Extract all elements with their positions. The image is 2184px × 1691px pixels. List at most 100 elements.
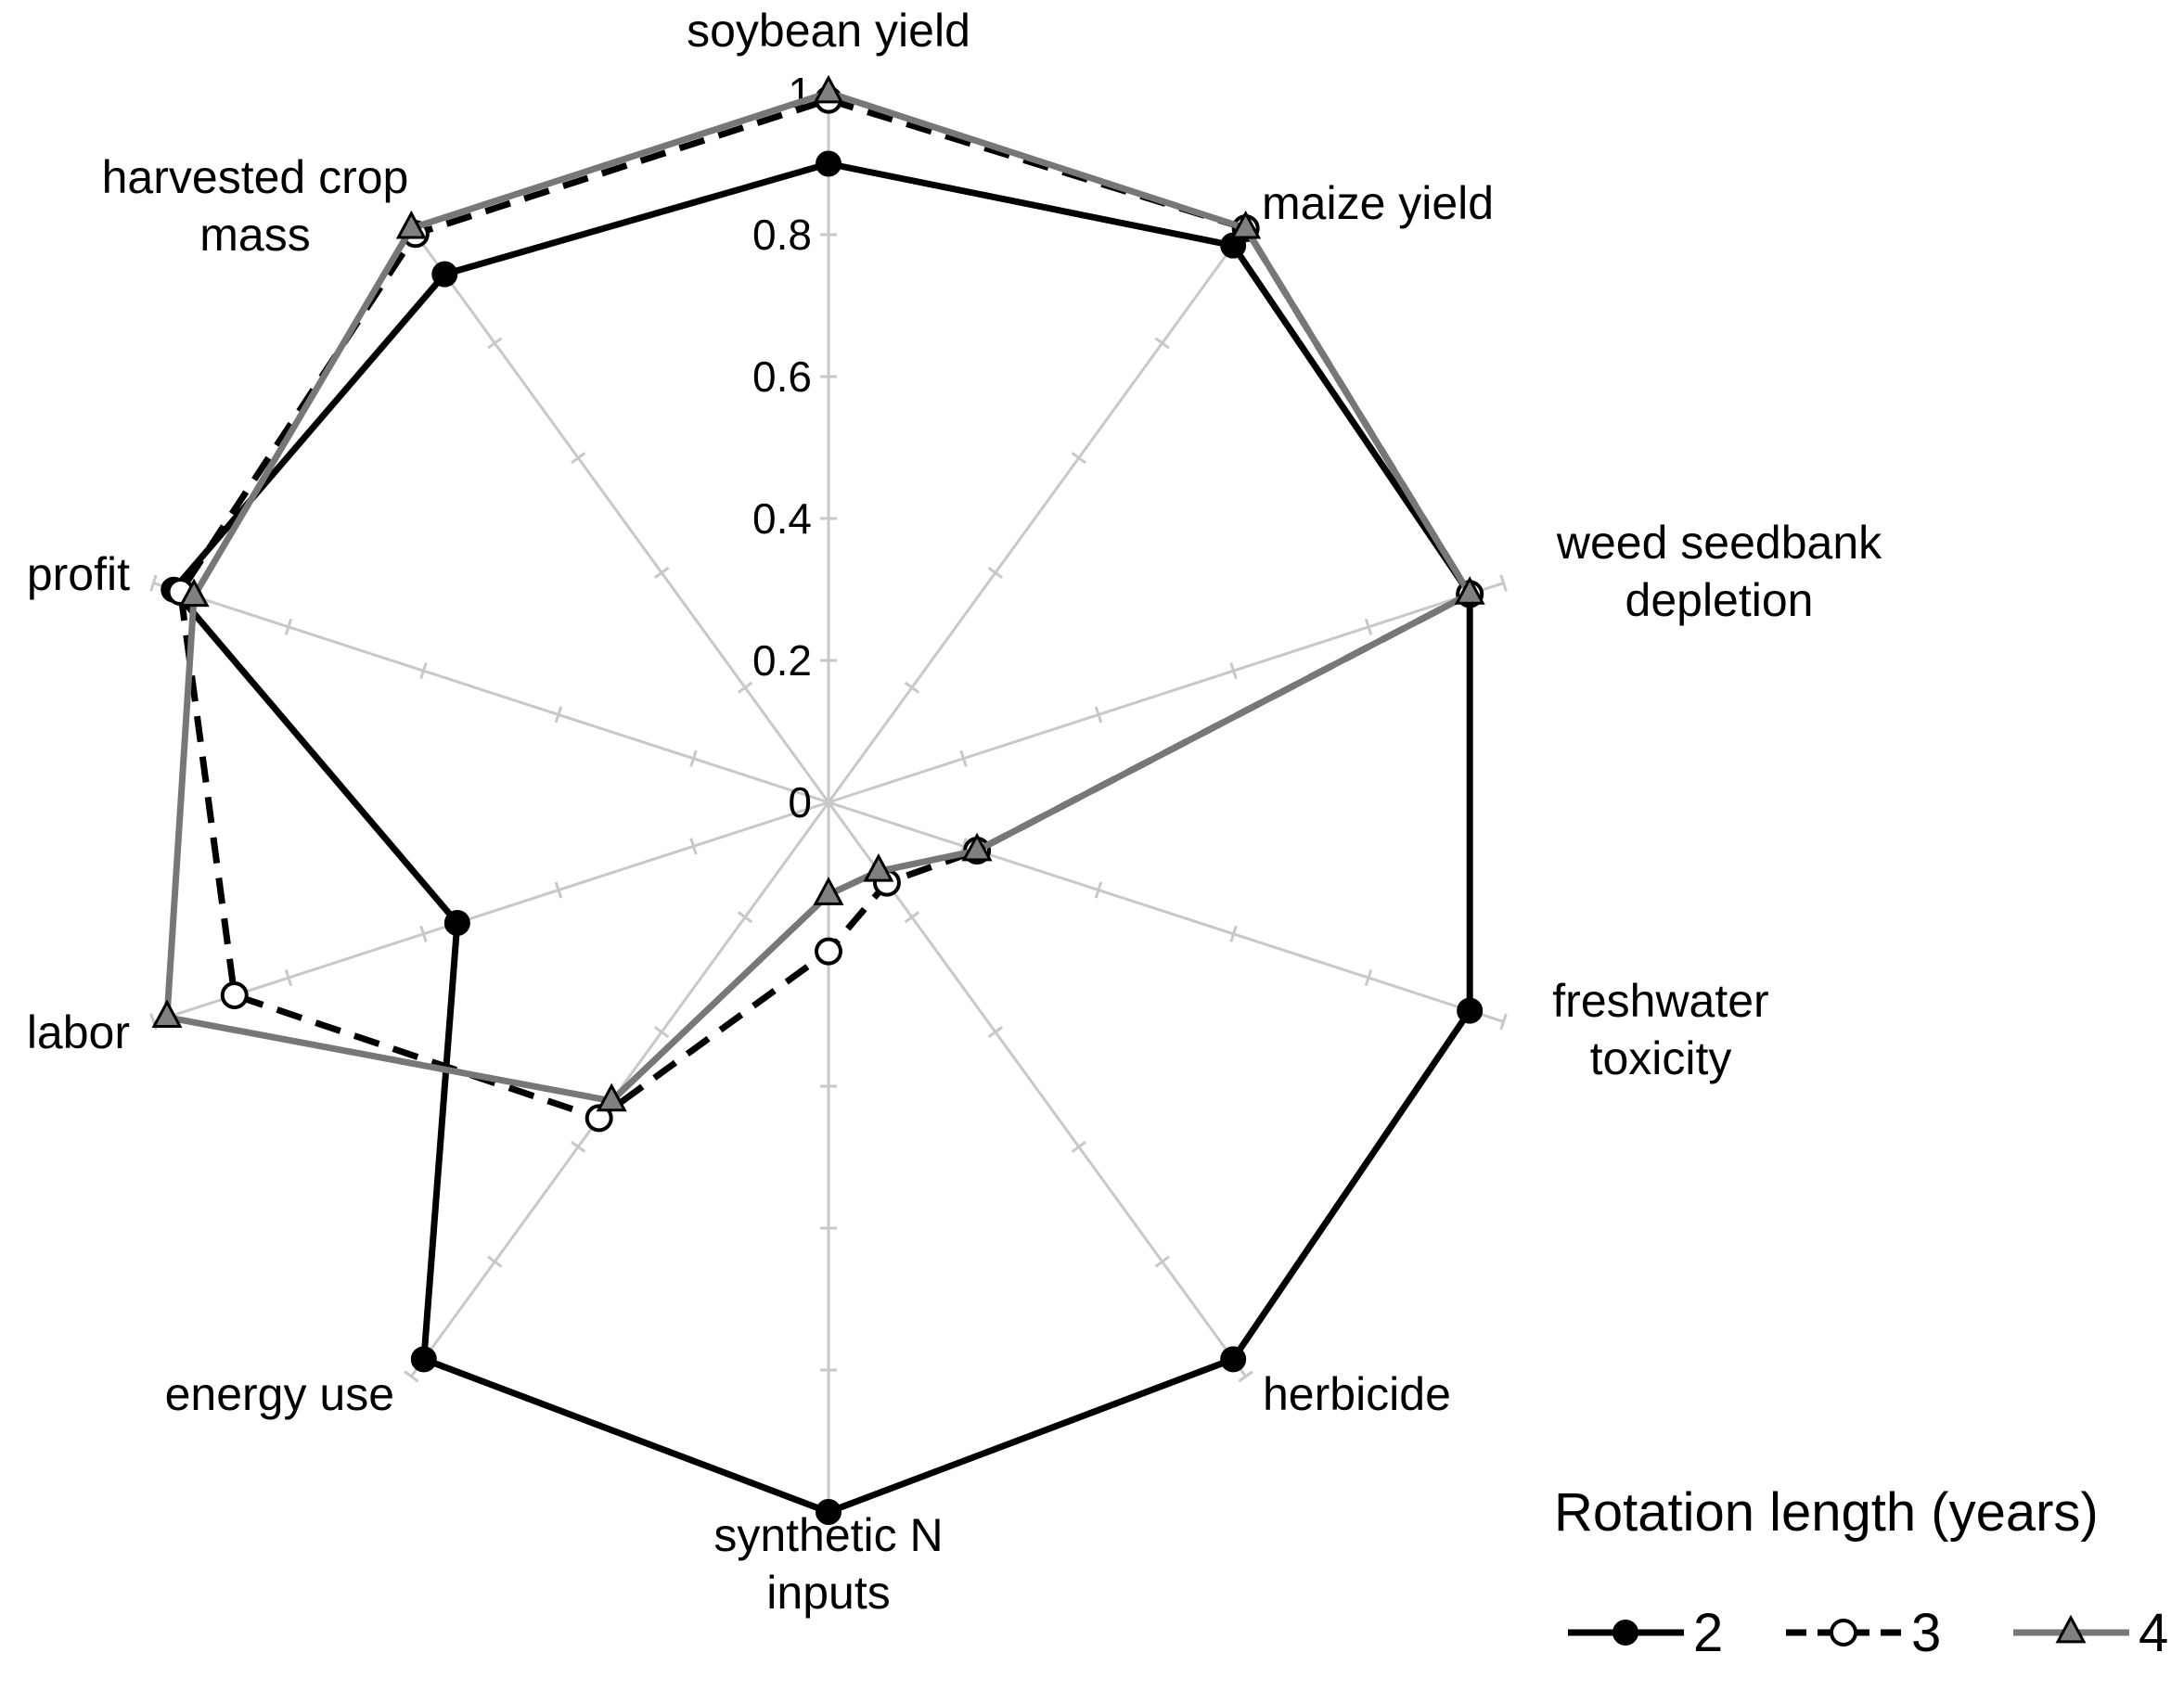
data-point [961,832,993,862]
spoke-tick [487,1255,503,1268]
data-point [1457,997,1484,1024]
spoke-tick [653,566,670,579]
tick-label: 0 [788,778,812,826]
data-point [863,852,894,882]
series-4 [151,74,1485,1112]
data-point [585,1104,613,1133]
data-point [220,981,249,1010]
spoke-tick [1364,618,1373,635]
axis-label: labor [27,1006,130,1058]
spoke-tick [904,911,920,924]
axis-labels: soybean yield maize yield weed seedbankdep… [27,5,1882,1619]
data-point [443,910,470,937]
spoke-tick [737,681,753,694]
data-point [816,1499,841,1525]
data-point [1612,1620,1638,1646]
data-point [151,999,183,1029]
data-point [1220,1346,1247,1373]
spoke-tick [1229,925,1238,942]
spoke-tick [571,1140,586,1153]
axis-label: toxicity [1590,1032,1732,1084]
series-line [170,160,1473,1516]
data-point [816,150,841,177]
spoke-tick [404,1370,419,1383]
spoke-tick [487,337,503,350]
spoke-1 [827,227,1247,803]
spoke-tick [419,925,428,942]
axis-label: mass [199,209,310,261]
spoke-tick [1154,1255,1170,1268]
tick-label: 0.8 [752,211,812,259]
spoke-tick [284,969,293,987]
spoke-tick [959,749,968,767]
data-point [410,1346,437,1373]
spoke-tick [554,706,563,724]
legend-item-3: 3 [1786,1603,1941,1663]
spoke-tick [1364,969,1373,987]
axis-label: profit [27,548,130,600]
legend-item-4: 4 [2013,1603,2168,1663]
legend: Rotation length (years) 2 3 4 [1554,1482,2168,1663]
data-point [395,210,427,239]
spoke-tick [284,618,293,635]
spoke-8 [152,582,829,804]
axis-label: synthetic N [713,1509,943,1561]
axis-label: harvested crop [102,151,409,203]
spoke-tick [904,681,920,694]
legend-item-2: 2 [1568,1603,1723,1663]
spoke-tick [554,881,563,899]
data-point [178,578,210,608]
axis-label: depletion [1625,574,1814,626]
spoke-4 [827,801,1247,1377]
spoke-tick [419,662,428,680]
spoke-2 [828,582,1505,804]
axis-label: maize yield [1262,177,1494,229]
axis-label: energy use [165,1368,394,1420]
spoke-tick [653,1026,670,1039]
spoke-tick [987,1026,1004,1039]
series-3 [166,85,1484,1133]
spoke-tick [1238,1370,1253,1383]
series-line [177,96,1473,1121]
data-point [813,74,844,104]
spoke-tick [1071,1140,1086,1153]
legend-label: 2 [1693,1603,1723,1663]
spoke-tick [1229,662,1238,680]
axis-label: herbicide [1263,1368,1451,1420]
axis-label: inputs [766,1567,890,1619]
series-2 [161,150,1484,1525]
data-point [1230,210,1262,239]
spoke-tick [689,749,698,767]
legend-label: 4 [2139,1603,2168,1663]
spoke-tick [1094,706,1103,724]
series-group [151,74,1485,1525]
spoke-3 [828,801,1505,1023]
data-point [1454,576,1485,605]
spoke-tick [1499,574,1508,592]
spoke-tick [149,574,158,592]
spoke-7 [152,801,829,1023]
tick-label: 0.2 [752,636,812,685]
spoke-tick [1094,881,1103,899]
spoke-tick [737,911,753,924]
axis-label: freshwater [1552,975,1768,1027]
spoke-tick [571,452,586,465]
spoke-tick [1154,337,1170,350]
data-point [1830,1619,1857,1646]
tick-label: 0.6 [752,352,812,401]
data-point [813,877,844,905]
spoke-9 [410,227,830,803]
legend-label: 3 [1911,1603,1941,1663]
axis-label: weed seedbank [1556,517,1882,569]
spoke-tick [1071,452,1086,465]
data-point [2055,1614,2087,1644]
data-point [815,937,842,966]
legend-items: 2 3 4 [1568,1603,2168,1663]
tick-label: 0.4 [752,494,812,543]
spoke-tick [689,838,698,855]
spoke-tick [987,566,1004,579]
axis-label: soybean yield [687,5,970,57]
legend-title: Rotation length (years) [1554,1482,2099,1543]
spoke-tick [1499,1013,1508,1031]
